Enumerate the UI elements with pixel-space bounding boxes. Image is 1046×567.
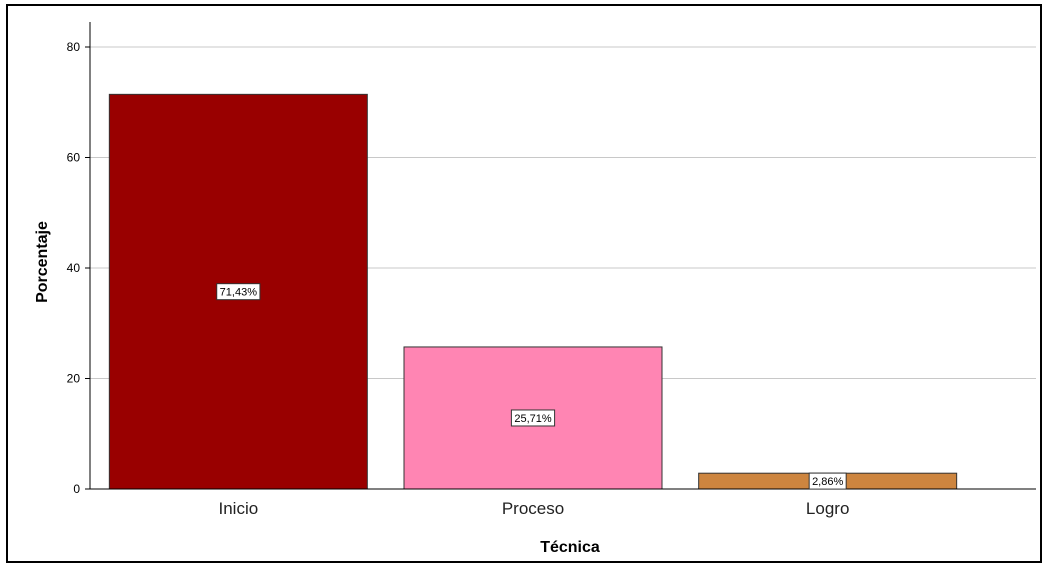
x-tick-label: Logro bbox=[806, 499, 849, 518]
data-label-box bbox=[808, 472, 847, 490]
data-label: 71,43% bbox=[216, 283, 261, 301]
axes bbox=[89, 22, 1036, 490]
y-axis-title: Porcentaje bbox=[34, 221, 51, 303]
data-label-box bbox=[510, 409, 556, 427]
y-ticks: 0 20 40 60 80 bbox=[67, 40, 90, 496]
data-label: 25,71% bbox=[510, 409, 556, 427]
y-tick-label: 60 bbox=[67, 151, 81, 165]
data-label-box bbox=[216, 283, 261, 301]
data-label-text: 2,86% bbox=[812, 476, 843, 488]
data-label: 2,86% bbox=[808, 472, 847, 490]
data-label-text: 71,43% bbox=[220, 287, 258, 299]
x-ticks: Inicio Proceso Logro bbox=[218, 499, 849, 518]
y-tick-label: 80 bbox=[67, 40, 81, 54]
x-tick-label: Inicio bbox=[218, 499, 258, 518]
y-tick-label: 20 bbox=[67, 372, 81, 386]
x-axis-title: Técnica bbox=[540, 539, 600, 556]
x-tick-label: Proceso bbox=[502, 499, 564, 518]
y-tick-label: 0 bbox=[73, 482, 80, 496]
data-label-text: 25,71% bbox=[514, 413, 552, 425]
data-labels: 71,43% 25,71% 2,86% bbox=[216, 283, 847, 490]
y-tick-label: 40 bbox=[67, 261, 81, 275]
